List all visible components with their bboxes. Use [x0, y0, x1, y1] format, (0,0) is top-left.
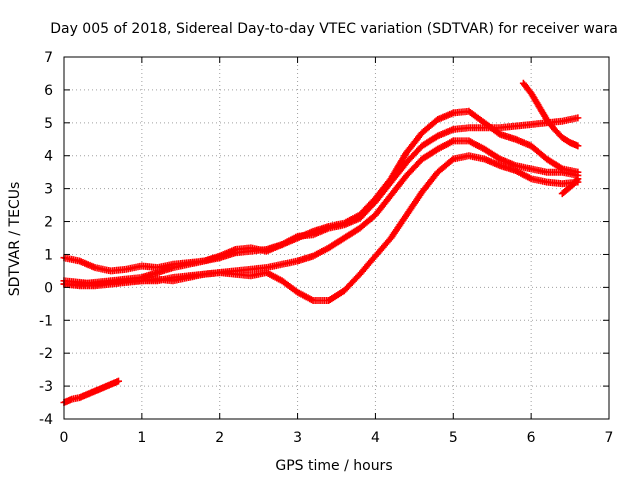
- series-track-6: [519, 79, 582, 150]
- y-tick-label: 5: [44, 116, 53, 132]
- y-axis-label: SDTVAR / TECUs: [7, 182, 23, 297]
- x-axis-ticks: 0 1 2 3 4 5 6 7: [60, 57, 614, 446]
- y-tick-label: 1: [44, 247, 53, 263]
- y-tick-label: 6: [44, 83, 53, 99]
- x-tick-label: 7: [605, 430, 614, 446]
- x-tick-label: 0: [60, 430, 69, 446]
- y-tick-label: -3: [39, 379, 53, 395]
- x-tick-label: 3: [293, 430, 302, 446]
- plot-frame: [63, 56, 610, 420]
- chart-title: Day 005 of 2018, Sidereal Day-to-day VTE…: [50, 21, 618, 37]
- y-tick-label: -1: [39, 313, 53, 329]
- y-tick-label: -2: [39, 346, 53, 362]
- y-tick-label: 4: [44, 149, 53, 165]
- y-tick-label: 7: [44, 50, 53, 66]
- x-tick-label: 2: [215, 430, 224, 446]
- x-axis-label: GPS time / hours: [275, 458, 392, 474]
- y-tick-label: 3: [44, 182, 53, 198]
- x-tick-label: 6: [527, 430, 536, 446]
- y-tick-label: 0: [44, 280, 53, 296]
- x-tick-label: 5: [449, 430, 458, 446]
- x-tick-label: 1: [137, 430, 146, 446]
- series-track-7: [558, 175, 582, 198]
- y-tick-label: 2: [44, 215, 53, 231]
- y-tick-label: -4: [39, 412, 53, 428]
- x-tick-label: 4: [371, 430, 380, 446]
- y-axis-ticks: -4 -3 -2 -1 0 1 2 3 4 5 6 7: [39, 50, 609, 428]
